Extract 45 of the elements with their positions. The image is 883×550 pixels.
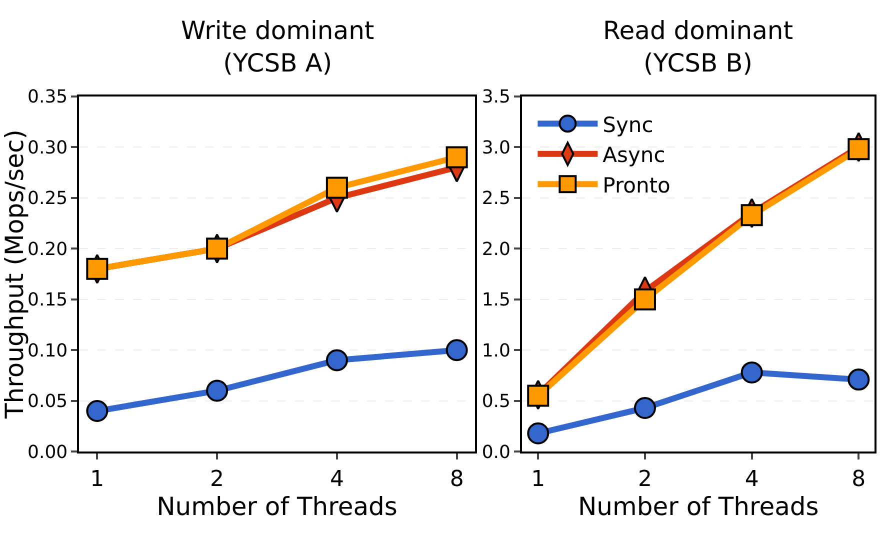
y-tick-label: 1.0 bbox=[482, 340, 510, 362]
point bbox=[634, 288, 656, 310]
point bbox=[740, 361, 763, 384]
point bbox=[86, 400, 108, 422]
y-tick-label: 0.05 bbox=[28, 391, 68, 412]
point bbox=[206, 238, 228, 260]
chart-title: Read dominant (YCSB B) bbox=[603, 16, 794, 78]
x-tick-label: 4 bbox=[744, 467, 759, 492]
y-tick-label: 0.25 bbox=[28, 188, 68, 210]
y-tick-label: 3.0 bbox=[482, 137, 510, 158]
y-axis-title: Throughput (Mops/sec) bbox=[0, 129, 29, 420]
legend-label: Async bbox=[602, 143, 666, 168]
legend-label: Pronto bbox=[602, 173, 670, 198]
y-tick-label: 0.20 bbox=[28, 238, 68, 260]
y-tick-label: 0.35 bbox=[28, 86, 68, 108]
point bbox=[326, 349, 348, 372]
y-tick-label: 3.5 bbox=[482, 86, 510, 108]
x-tick-label: 2 bbox=[210, 467, 224, 492]
point bbox=[446, 339, 468, 362]
point bbox=[326, 176, 348, 199]
y-tick-label: 0.5 bbox=[482, 391, 510, 412]
point bbox=[206, 380, 228, 402]
point bbox=[527, 422, 550, 444]
x-tick-label: 1 bbox=[531, 467, 546, 492]
x-axis-title: Number of Threads bbox=[578, 492, 819, 522]
chart-title: Write dominant (YCSB A) bbox=[181, 16, 374, 78]
x-tick-label: 8 bbox=[450, 467, 464, 492]
y-tick-label: 0.0 bbox=[482, 442, 510, 463]
y-tick-label: 0.10 bbox=[28, 340, 68, 362]
x-axis-title: Number of Threads bbox=[156, 492, 398, 522]
y-tick-label: 0.30 bbox=[28, 137, 68, 158]
point bbox=[634, 396, 656, 419]
y-tick-label: 1.5 bbox=[482, 290, 510, 311]
y-tick-label: 0.15 bbox=[28, 290, 68, 311]
point bbox=[446, 146, 468, 168]
y-tick-label: 2.5 bbox=[482, 188, 510, 210]
x-tick-label: 8 bbox=[852, 467, 866, 492]
y-tick-label: 2.0 bbox=[482, 238, 510, 260]
point bbox=[848, 368, 870, 391]
x-tick-label: 1 bbox=[90, 467, 104, 492]
x-tick-label: 2 bbox=[638, 467, 652, 492]
point bbox=[86, 258, 108, 280]
legend-label: Sync bbox=[602, 112, 654, 137]
x-tick-label: 4 bbox=[330, 467, 344, 492]
y-tick-label: 0.00 bbox=[28, 442, 68, 463]
